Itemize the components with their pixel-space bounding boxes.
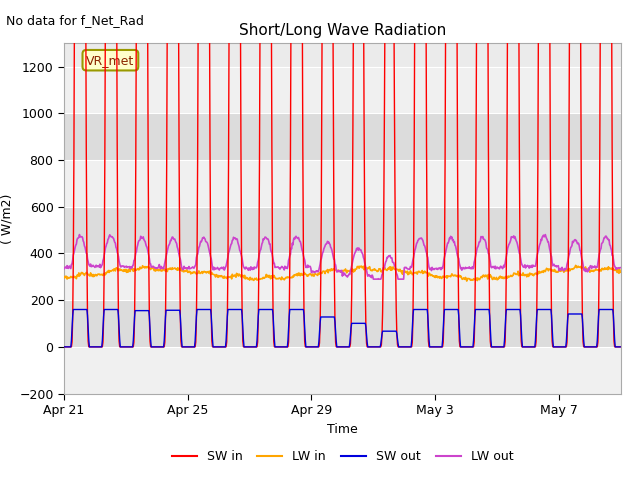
Line: SW in: SW in [64,0,620,347]
SW out [205,307,213,312]
LW out [479,236,487,242]
Line: SW out: SW out [64,310,620,347]
Bar [64,160,621,207]
LW in [60,274,68,280]
Title: Short/Long Wave Radiation: Short/Long Wave Radiation [239,23,446,38]
SW out [541,307,548,312]
SW out [457,344,465,350]
Text: No data for f_Net_Rad: No data for f_Net_Rad [6,14,144,27]
LW out [369,276,377,282]
SW in [616,344,624,350]
SW out [298,307,306,312]
Y-axis label: ( W/m2): ( W/m2) [1,193,13,243]
SW in [457,344,465,350]
Line: LW in: LW in [64,265,620,281]
LW out [616,265,624,271]
LW out [541,233,548,239]
LW in [121,268,129,274]
LW in [205,270,212,276]
SW out [122,344,129,350]
LW in [572,263,579,268]
LW in [541,268,548,274]
Bar [64,253,621,300]
LW in [479,272,487,278]
Bar [64,67,621,113]
Legend: SW in, LW in, SW out, LW out: SW in, LW in, SW out, LW out [166,445,518,468]
Bar [64,207,621,253]
Bar [64,347,621,394]
SW out [69,307,77,312]
LW out [298,245,305,251]
SW out [616,344,624,350]
LW in [463,278,470,284]
SW out [479,307,487,312]
LW in [616,269,624,275]
X-axis label: Time: Time [327,422,358,435]
Bar [64,300,621,347]
LW out [205,246,212,252]
SW in [122,344,129,350]
Line: LW out: LW out [64,235,620,279]
LW in [456,274,464,280]
SW in [60,344,68,350]
Text: VR_met: VR_met [86,54,134,67]
LW out [121,264,129,270]
LW in [298,271,305,276]
LW out [60,266,68,272]
Bar [64,113,621,160]
LW out [541,232,549,238]
SW out [60,344,68,350]
LW out [457,265,465,271]
